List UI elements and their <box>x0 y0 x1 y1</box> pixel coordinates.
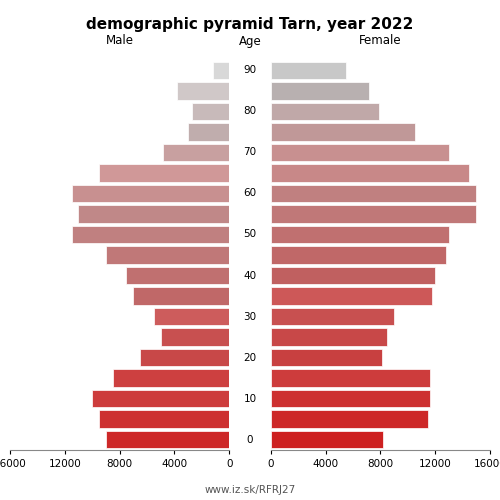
Bar <box>188 123 229 140</box>
Bar <box>271 370 430 387</box>
Text: 10: 10 <box>244 394 256 404</box>
Bar <box>271 82 370 100</box>
Text: 70: 70 <box>244 148 256 158</box>
Bar <box>271 102 379 120</box>
Bar <box>160 328 229 346</box>
Text: 40: 40 <box>244 270 256 280</box>
Text: demographic pyramid Tarn, year 2022: demographic pyramid Tarn, year 2022 <box>86 18 413 32</box>
Bar <box>271 144 449 161</box>
Text: 60: 60 <box>244 188 256 198</box>
Bar <box>271 308 394 326</box>
Text: Male: Male <box>106 34 134 48</box>
Bar <box>112 370 229 387</box>
Bar <box>99 410 229 428</box>
Text: Female: Female <box>359 34 402 48</box>
Bar <box>271 390 430 407</box>
Bar <box>106 246 229 264</box>
Bar <box>271 410 428 428</box>
Bar <box>72 184 229 202</box>
Text: 0: 0 <box>247 434 254 444</box>
Bar <box>99 164 229 182</box>
Bar <box>271 184 476 202</box>
Bar <box>192 102 229 120</box>
Bar <box>271 349 382 366</box>
Bar <box>271 123 414 140</box>
Bar <box>164 144 229 161</box>
Bar <box>271 246 446 264</box>
Bar <box>271 267 435 284</box>
Bar <box>106 431 229 448</box>
Bar <box>271 164 469 182</box>
Bar <box>134 288 229 305</box>
Bar <box>154 308 229 326</box>
Bar <box>78 205 229 222</box>
Bar <box>72 226 229 243</box>
Text: 80: 80 <box>244 106 256 117</box>
Text: Age: Age <box>238 34 262 48</box>
Bar <box>92 390 229 407</box>
Bar <box>271 328 388 346</box>
Bar <box>126 267 229 284</box>
Text: 30: 30 <box>244 312 256 322</box>
Bar <box>271 205 476 222</box>
Text: 20: 20 <box>244 352 256 362</box>
Text: www.iz.sk/RFRJ27: www.iz.sk/RFRJ27 <box>204 485 296 495</box>
Bar <box>271 62 346 79</box>
Bar <box>271 226 449 243</box>
Bar <box>177 82 229 100</box>
Bar <box>140 349 229 366</box>
Bar <box>271 288 432 305</box>
Text: 90: 90 <box>244 66 256 76</box>
Bar <box>271 431 383 448</box>
Text: 50: 50 <box>244 230 256 239</box>
Bar <box>212 62 229 79</box>
